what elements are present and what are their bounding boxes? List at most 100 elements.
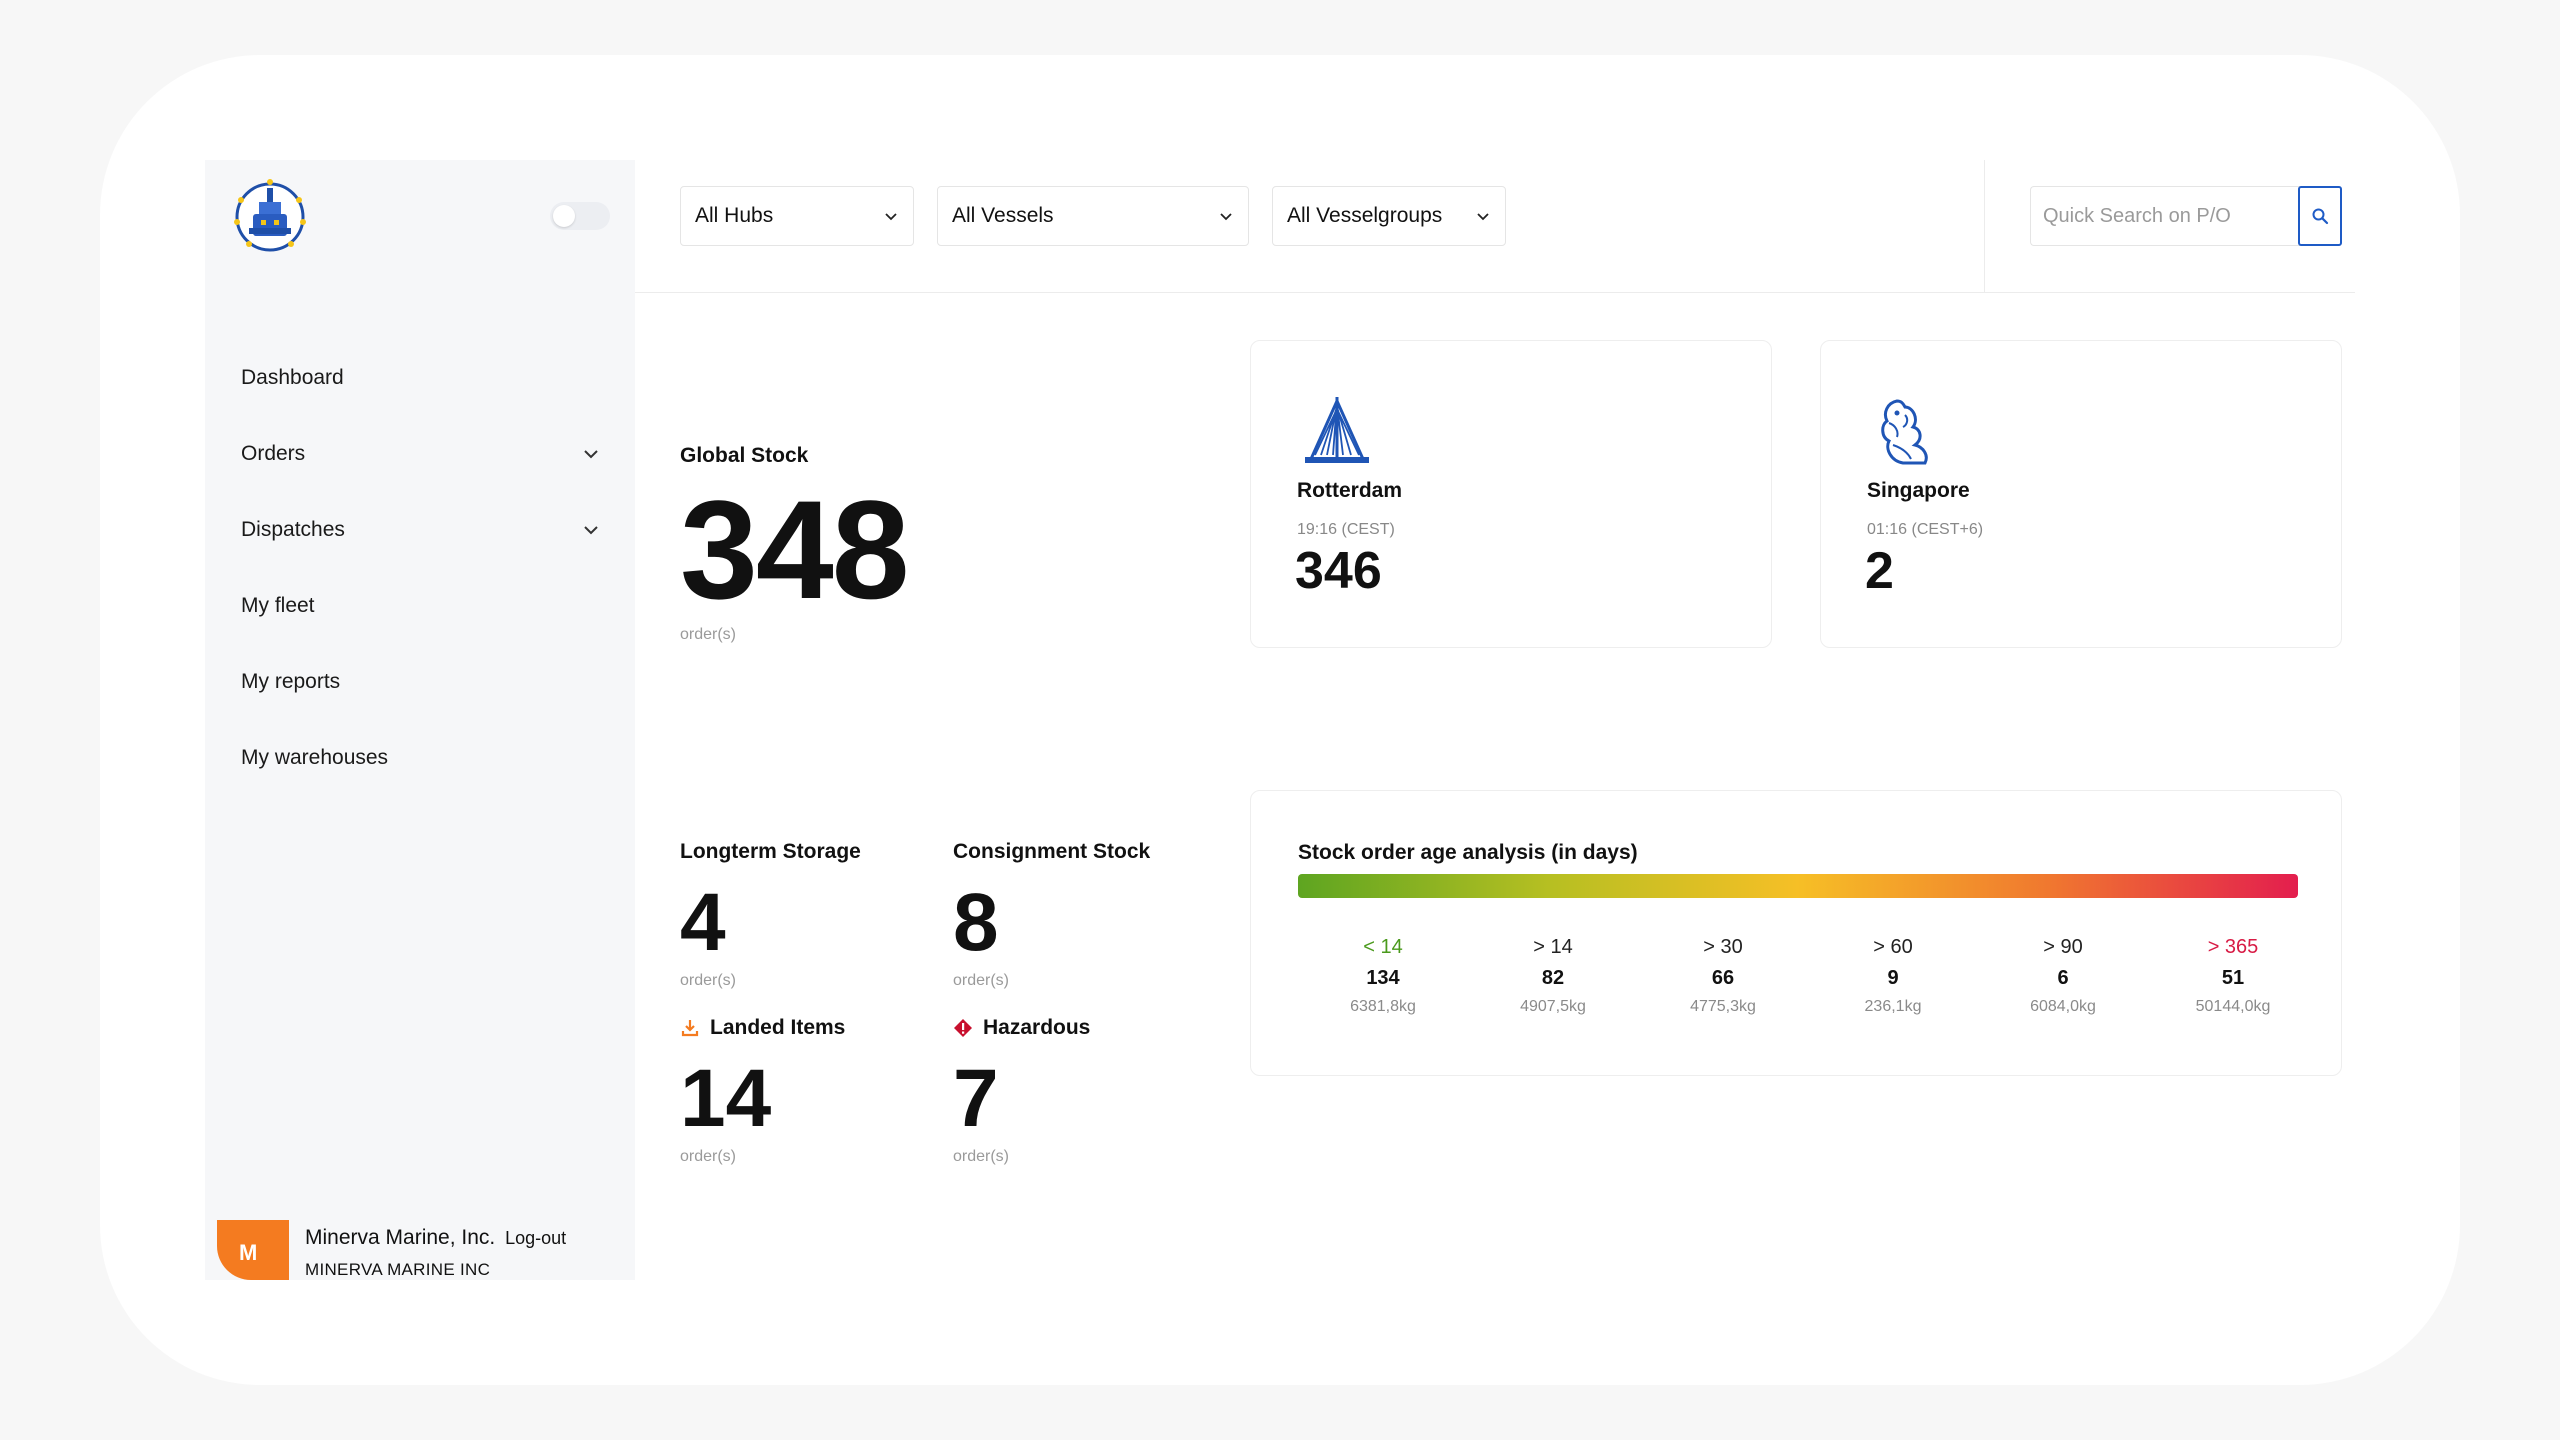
age-bucket[interactable]: > 365 51 50144,0kg xyxy=(2148,936,2318,1016)
sidebar-item-my-reports[interactable]: My reports xyxy=(241,644,601,720)
sidebar-item-orders[interactable]: Orders xyxy=(241,416,601,492)
age-bucket-weight: 50144,0kg xyxy=(2195,998,2271,1015)
vesselgroups-select[interactable]: All Vesselgroups xyxy=(1272,186,1506,246)
sidebar-item-label: My reports xyxy=(241,670,341,693)
age-bucket-count: 134 xyxy=(1366,967,1400,989)
sidebar-item-my-fleet[interactable]: My fleet xyxy=(241,568,601,644)
sidebar-item-my-warehouses[interactable]: My warehouses xyxy=(241,720,601,796)
hub-name: Rotterdam xyxy=(1297,479,1403,502)
stat-consignment-stock[interactable]: Consignment Stock 8 order(s) xyxy=(953,840,1150,990)
age-analysis-title: Stock order age analysis (in days) xyxy=(1298,841,1638,864)
stat-label: Hazardous xyxy=(983,1016,1091,1039)
sidebar-item-label: My warehouses xyxy=(241,746,389,769)
stat-label-row: Landed Items xyxy=(680,1016,845,1040)
search-button[interactable] xyxy=(2298,186,2342,246)
age-bucket-weight: 6084,0kg xyxy=(2030,998,2096,1015)
age-bucket[interactable]: > 60 9 236,1kg xyxy=(1808,936,1978,1016)
chevron-down-icon xyxy=(584,526,598,535)
chevron-down-icon xyxy=(1477,213,1489,221)
stat-unit: order(s) xyxy=(680,972,737,989)
sidebar: Dashboard Orders Dispatches My fleet My … xyxy=(205,160,635,1280)
stat-label: Longterm Storage xyxy=(680,840,861,863)
age-bucket-count: 66 xyxy=(1711,967,1735,989)
hub-time: 19:16 (CEST) xyxy=(1297,521,1395,538)
hub-value: 2 xyxy=(1865,542,1894,600)
vessels-select[interactable]: All Vessels xyxy=(937,186,1249,246)
stat-unit: order(s) xyxy=(953,1148,1010,1165)
filter-bar: All Hubs All Vessels All Vesselgroups xyxy=(635,160,2355,293)
sidebar-item-dispatches[interactable]: Dispatches xyxy=(241,492,601,568)
age-analysis-card: Stock order age analysis (in days) < 14 … xyxy=(1250,790,2342,1076)
search-input[interactable] xyxy=(2030,186,2300,246)
global-stock-label: Global Stock xyxy=(680,444,809,467)
age-bucket[interactable]: > 14 82 4907,5kg xyxy=(1468,936,1638,1016)
age-bucket-label: > 30 xyxy=(1703,936,1743,958)
chevron-down-icon xyxy=(584,450,598,459)
age-bucket-label: > 60 xyxy=(1873,936,1913,958)
sidebar-item-dashboard[interactable]: Dashboard xyxy=(241,340,601,416)
age-bucket[interactable]: > 30 66 4775,3kg xyxy=(1638,936,1808,1016)
stat-label: Landed Items xyxy=(710,1016,846,1039)
age-bucket-count: 9 xyxy=(1887,967,1899,989)
hub-card-singapore[interactable]: Singapore 01:16 (CEST+6) 2 xyxy=(1820,340,2342,648)
hubs-select-value: All Hubs xyxy=(695,204,774,227)
stat-label-row: Hazardous xyxy=(953,1016,1090,1040)
download-tray-icon xyxy=(681,1020,699,1037)
vesselgroups-select-value: All Vesselgroups xyxy=(1287,204,1443,227)
hub-value: 346 xyxy=(1295,542,1382,600)
age-bucket-weight: 236,1kg xyxy=(1864,998,1922,1015)
global-stock: Global Stock 348 order(s) xyxy=(680,444,910,644)
age-bucket-label: > 14 xyxy=(1533,936,1573,958)
user-name-text: Minerva Marine, Inc. xyxy=(305,1226,496,1249)
stat-label: Consignment Stock xyxy=(953,840,1151,863)
user-avatar: M xyxy=(217,1220,289,1280)
hub-card-rotterdam[interactable]: Rotterdam 19:16 (CEST) 346 xyxy=(1250,340,1772,648)
user-organization: MINERVA MARINE INC xyxy=(305,1260,491,1279)
hubs-select[interactable]: All Hubs xyxy=(680,186,914,246)
global-stock-unit: order(s) xyxy=(680,626,737,643)
hazard-diamond-icon xyxy=(954,1019,972,1037)
crest-logo-icon[interactable] xyxy=(225,170,315,260)
topbar-divider xyxy=(1984,160,1985,293)
user-avatar-letter: M xyxy=(239,1240,258,1265)
age-bucket-weight: 4775,3kg xyxy=(1690,998,1756,1015)
sidebar-item-label: My fleet xyxy=(241,594,315,617)
hub-time: 01:16 (CEST+6) xyxy=(1867,521,1984,538)
age-gradient-bar xyxy=(1298,874,2298,898)
age-bucket-weight: 6381,8kg xyxy=(1350,998,1416,1015)
age-bucket[interactable]: < 14 134 6381,8kg xyxy=(1298,936,1468,1016)
stat-value: 4 xyxy=(680,877,726,968)
stat-value: 14 xyxy=(680,1053,772,1144)
logout-link[interactable]: Log-out xyxy=(505,1228,567,1248)
stat-value: 7 xyxy=(953,1053,999,1144)
sidebar-item-label: Orders xyxy=(241,442,306,465)
hub-name: Singapore xyxy=(1867,479,1970,502)
erasmus-bridge-icon xyxy=(1297,393,1377,473)
sidebar-item-label: Dashboard xyxy=(241,366,344,389)
sidebar-nav: Dashboard Orders Dispatches My fleet My … xyxy=(241,340,601,796)
age-bucket-count: 51 xyxy=(2221,967,2245,989)
sidebar-item-label: Dispatches xyxy=(241,518,345,541)
age-bucket-label: > 365 xyxy=(2207,936,2259,958)
stat-unit: order(s) xyxy=(953,972,1010,989)
stat-longterm-storage[interactable]: Longterm Storage 4 order(s) xyxy=(680,840,861,990)
user-panel: M Minerva Marine, Inc. Log-out MINERVA M… xyxy=(217,1220,627,1280)
stat-value: 8 xyxy=(953,877,999,968)
global-stock-value: 348 xyxy=(680,471,910,628)
age-bucket-count: 6 xyxy=(2057,967,2069,989)
vessels-select-value: All Vessels xyxy=(952,204,1054,227)
search-icon xyxy=(2312,208,2329,225)
age-bucket-count: 82 xyxy=(1541,967,1565,989)
toggle-knob xyxy=(553,205,575,227)
age-bucket-label: > 90 xyxy=(2043,936,2083,958)
chevron-down-icon xyxy=(885,213,897,221)
user-name: Minerva Marine, Inc. Log-out xyxy=(305,1226,566,1250)
age-bucket-label: < 14 xyxy=(1363,936,1403,958)
age-buckets: < 14 134 6381,8kg > 14 82 4907,5kg > 30 … xyxy=(1298,936,2318,1016)
age-bucket[interactable]: > 90 6 6084,0kg xyxy=(1978,936,2148,1016)
theme-toggle[interactable] xyxy=(550,202,610,230)
chevron-down-icon xyxy=(1220,213,1232,221)
stat-unit: order(s) xyxy=(680,1148,737,1165)
stat-landed-items[interactable]: Landed Items 14 order(s) xyxy=(680,1016,845,1166)
stat-hazardous[interactable]: Hazardous 7 order(s) xyxy=(953,1016,1090,1166)
